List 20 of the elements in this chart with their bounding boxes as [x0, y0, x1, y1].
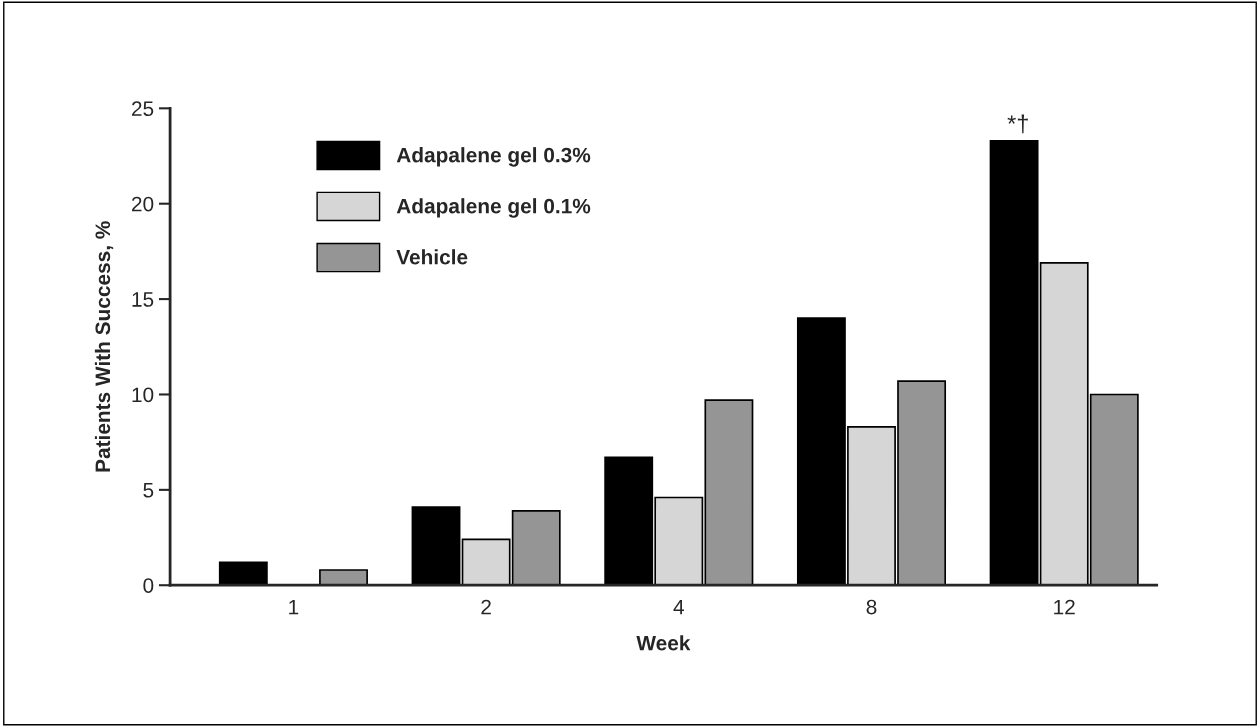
bar	[319, 569, 368, 586]
x-tick-label: 4	[673, 599, 684, 615]
y-tick-label: 15	[132, 292, 154, 307]
y-axis-title: Patients With Success, %	[94, 221, 114, 472]
y-tick-label: 0	[143, 578, 154, 593]
x-tick-label: 1	[289, 599, 299, 615]
annotation: *†	[1007, 114, 1028, 134]
x-tick-label: 12	[1054, 599, 1075, 615]
x-tick-label: 8	[866, 599, 877, 615]
bar	[411, 506, 461, 586]
legend-label: Adapalene gel 0.3%	[396, 147, 591, 167]
legend-label: Adapalene gel 0.1%	[396, 198, 591, 218]
bar	[218, 561, 268, 586]
y-tick-label: 10	[132, 387, 154, 403]
legend-label: Vehicle	[396, 249, 468, 265]
x-tick-label: 2	[481, 599, 491, 615]
y-tick-label: 20	[132, 196, 154, 212]
y-tick-label: 5	[143, 483, 154, 498]
y-tick-label: 25	[132, 101, 154, 117]
x-axis-title: Week	[636, 635, 691, 651]
